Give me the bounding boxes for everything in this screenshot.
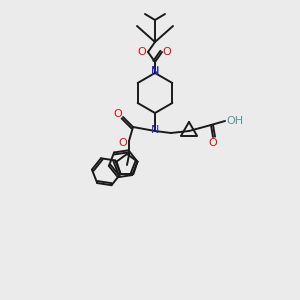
Text: N: N (151, 66, 159, 76)
Text: O: O (138, 47, 146, 57)
Text: O: O (163, 47, 171, 57)
Text: O: O (114, 109, 122, 119)
Text: OH: OH (226, 116, 244, 126)
Text: N: N (151, 67, 159, 77)
Text: O: O (208, 138, 217, 148)
Text: O: O (118, 138, 127, 148)
Text: N: N (151, 125, 159, 135)
